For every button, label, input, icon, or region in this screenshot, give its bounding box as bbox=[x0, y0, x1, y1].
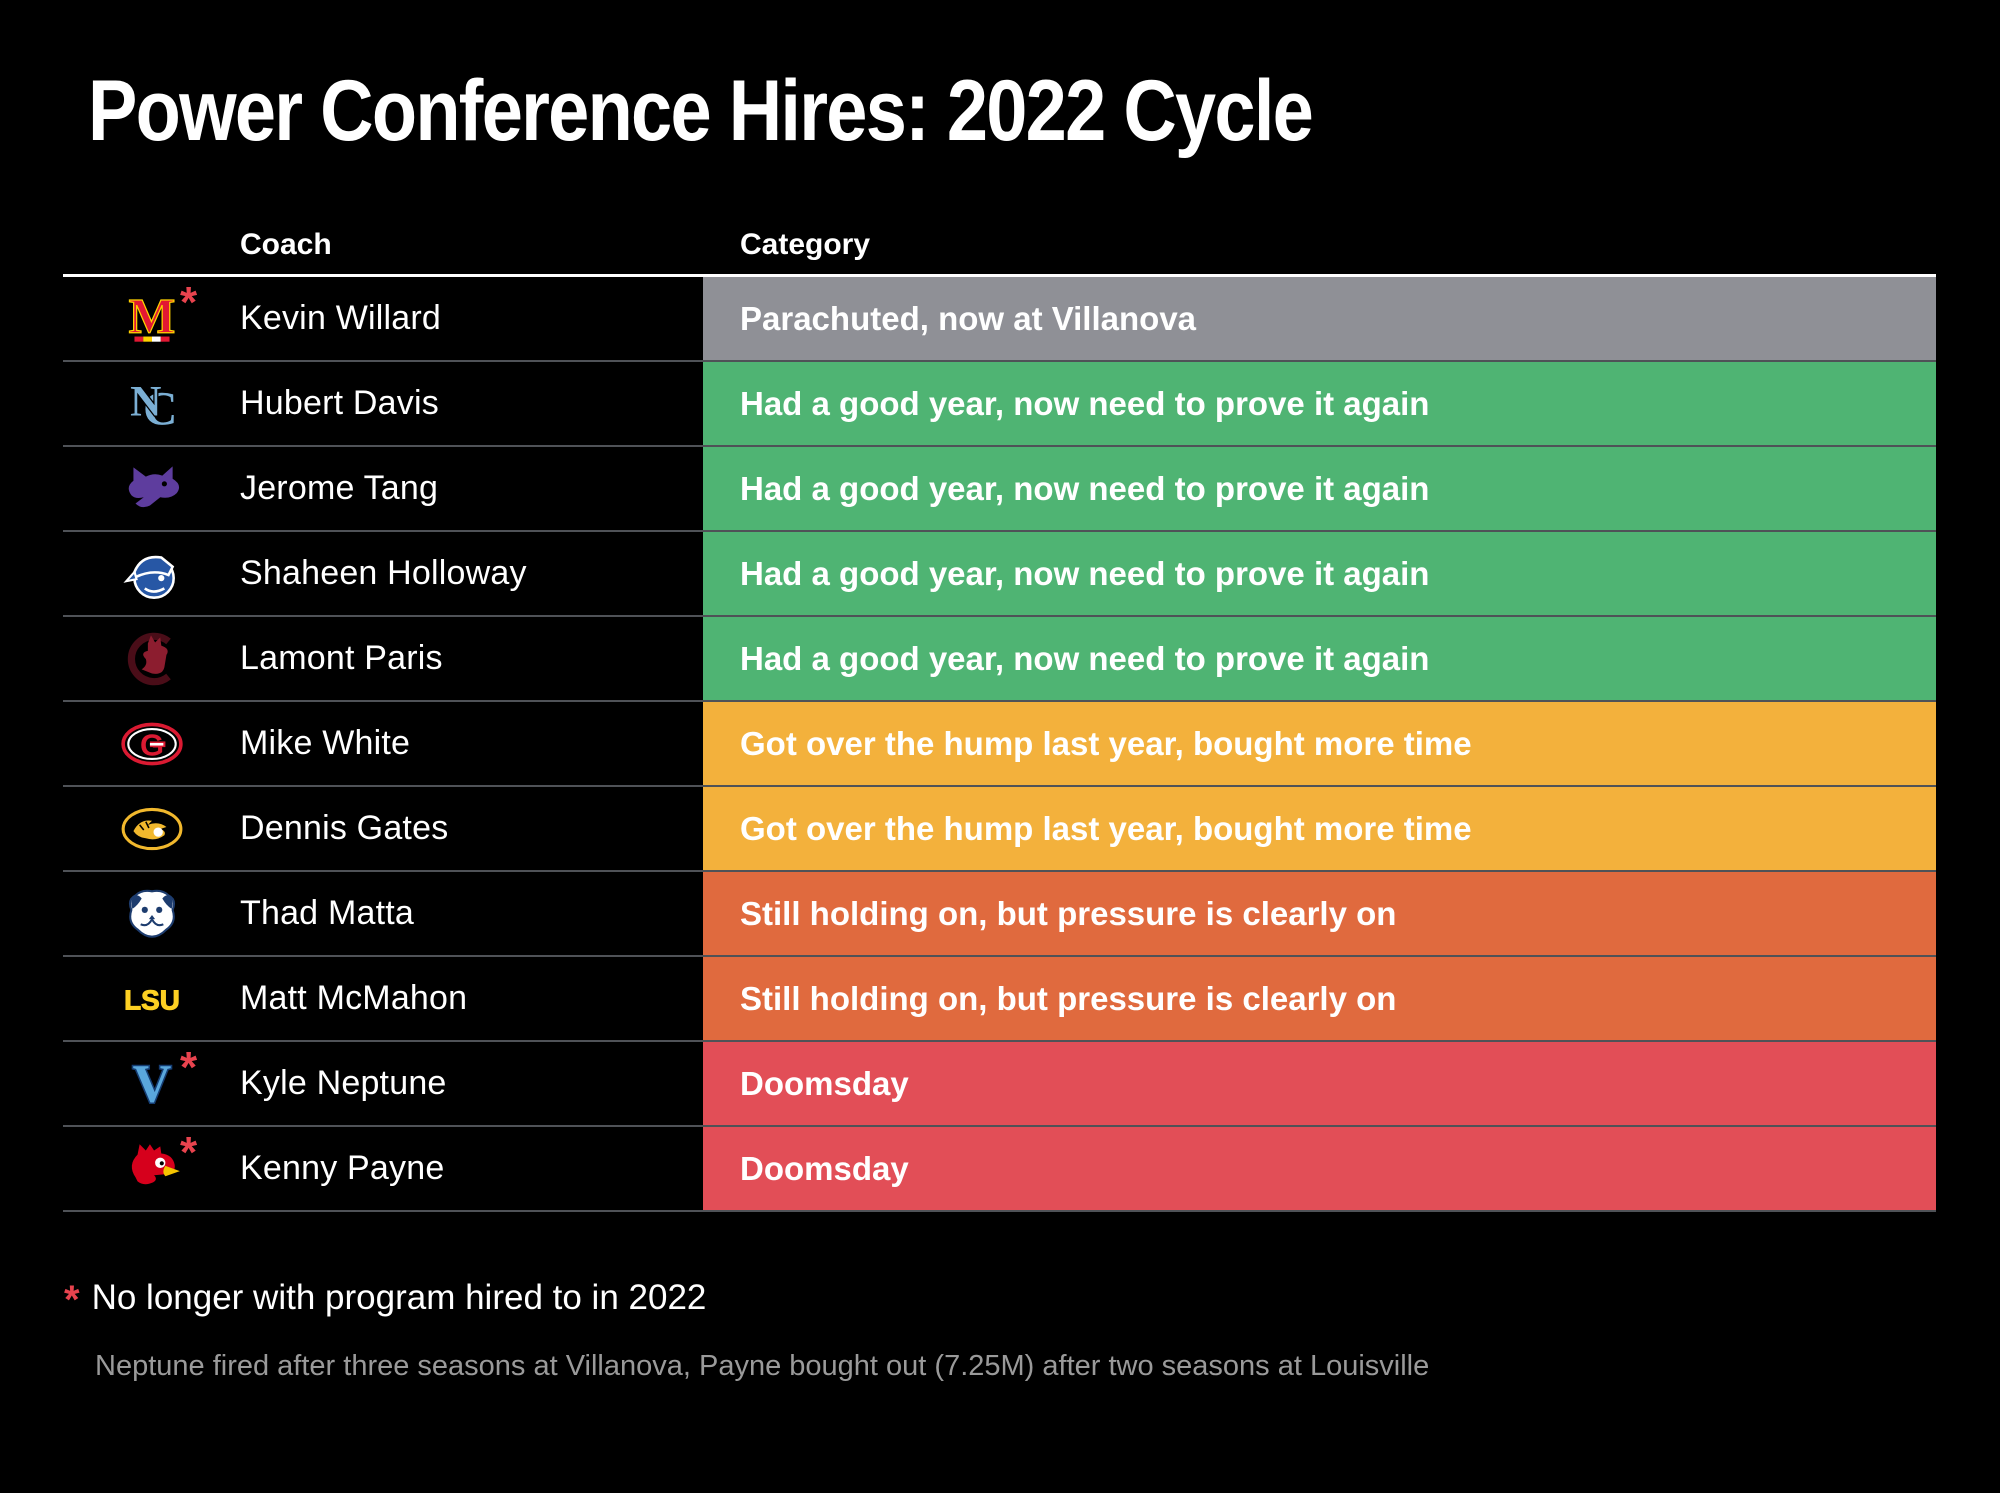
table-row: LSU * Matt McMahon Still holding on, but… bbox=[63, 957, 1936, 1042]
table-row: G * Mike White Got over the hump last ye… bbox=[63, 702, 1936, 787]
column-header-category: Category bbox=[740, 228, 871, 261]
table-row: * Kenny Payne Doomsday bbox=[63, 1127, 1936, 1212]
table-row: * Dennis Gates Got over the hump last ye… bbox=[63, 787, 1936, 872]
footnote-primary: * No longer with program hired to in 202… bbox=[64, 1278, 706, 1322]
category-label: Doomsday bbox=[740, 1064, 909, 1102]
category-cell: Had a good year, now need to prove it ag… bbox=[703, 617, 1936, 700]
table-row: * Thad Matta Still holding on, but press… bbox=[63, 872, 1936, 957]
former-program-asterisk: * bbox=[180, 1128, 198, 1177]
coach-cell: * Dennis Gates bbox=[63, 787, 703, 870]
svg-text:V: V bbox=[133, 1053, 172, 1113]
coach-cell: * Shaheen Holloway bbox=[63, 532, 703, 615]
table-row: * Jerome Tang Had a good year, now need … bbox=[63, 447, 1936, 532]
coach-cell: CN * Hubert Davis bbox=[63, 362, 703, 445]
missouri-logo-icon bbox=[119, 796, 185, 862]
villanova-logo-icon: V bbox=[119, 1051, 185, 1117]
former-program-asterisk: * bbox=[180, 278, 198, 327]
category-label: Doomsday bbox=[740, 1149, 909, 1187]
seton-hall-logo-icon bbox=[119, 541, 185, 607]
coach-cell: * Kenny Payne bbox=[63, 1127, 703, 1210]
coach-name: Thad Matta bbox=[240, 894, 414, 932]
table-body: M * Kevin Willard Parachuted, now at Vil… bbox=[63, 277, 1936, 1212]
butler-logo-icon bbox=[119, 881, 185, 947]
coach-cell: V * Kyle Neptune bbox=[63, 1042, 703, 1125]
category-label: Had a good year, now need to prove it ag… bbox=[740, 469, 1430, 507]
south-carolina-logo-icon bbox=[119, 626, 185, 692]
coach-cell: * Jerome Tang bbox=[63, 447, 703, 530]
coach-name: Kevin Willard bbox=[240, 299, 441, 337]
category-label: Still holding on, but pressure is clearl… bbox=[740, 979, 1397, 1017]
maryland-logo-icon: M bbox=[119, 286, 185, 352]
category-label: Had a good year, now need to prove it ag… bbox=[740, 384, 1430, 422]
table-row: V * Kyle Neptune Doomsday bbox=[63, 1042, 1936, 1127]
hires-table: Coach Category M * Kevin Willard Parachu… bbox=[63, 227, 1936, 1212]
coach-name: Shaheen Holloway bbox=[240, 554, 527, 592]
svg-text:LSU: LSU bbox=[124, 984, 180, 1015]
category-label: Got over the hump last year, bought more… bbox=[740, 809, 1472, 847]
kansas-state-logo-icon bbox=[119, 456, 185, 522]
coach-name: Jerome Tang bbox=[240, 469, 439, 507]
category-label: Had a good year, now need to prove it ag… bbox=[740, 554, 1430, 592]
louisville-logo-icon bbox=[119, 1136, 185, 1202]
table-row: CN * Hubert Davis Had a good year, now n… bbox=[63, 362, 1936, 447]
coach-name: Hubert Davis bbox=[240, 384, 439, 422]
coach-name: Kyle Neptune bbox=[240, 1064, 447, 1102]
footnote-secondary-text: Neptune fired after three seasons at Vil… bbox=[95, 1350, 1430, 1382]
footnote-primary-text: No longer with program hired to in 2022 bbox=[91, 1278, 707, 1317]
category-cell: Doomsday bbox=[703, 1127, 1936, 1210]
category-label: Parachuted, now at Villanova bbox=[740, 299, 1197, 337]
coach-name: Matt McMahon bbox=[240, 979, 468, 1017]
category-label: Got over the hump last year, bought more… bbox=[740, 724, 1472, 762]
category-cell: Doomsday bbox=[703, 1042, 1936, 1125]
table-row: M * Kevin Willard Parachuted, now at Vil… bbox=[63, 277, 1936, 362]
coach-cell: LSU * Matt McMahon bbox=[63, 957, 703, 1040]
category-cell: Got over the hump last year, bought more… bbox=[703, 702, 1936, 785]
coach-name: Lamont Paris bbox=[240, 639, 443, 677]
coach-name: Kenny Payne bbox=[240, 1149, 445, 1187]
category-cell: Had a good year, now need to prove it ag… bbox=[703, 447, 1936, 530]
category-cell: Still holding on, but pressure is clearl… bbox=[703, 872, 1936, 955]
coach-cell: * Thad Matta bbox=[63, 872, 703, 955]
georgia-logo-icon: G bbox=[119, 711, 185, 777]
former-program-asterisk: * bbox=[180, 1043, 198, 1092]
table-row: * Lamont Paris Had a good year, now need… bbox=[63, 617, 1936, 702]
svg-text:M: M bbox=[129, 288, 176, 343]
category-cell: Had a good year, now need to prove it ag… bbox=[703, 362, 1936, 445]
asterisk-marker-icon: * bbox=[64, 1278, 80, 1322]
category-cell: Had a good year, now need to prove it ag… bbox=[703, 532, 1936, 615]
svg-text:C: C bbox=[143, 383, 177, 435]
category-cell: Parachuted, now at Villanova bbox=[703, 277, 1936, 360]
lsu-logo-icon: LSU bbox=[119, 966, 185, 1032]
coach-cell: M * Kevin Willard bbox=[63, 277, 703, 360]
category-cell: Got over the hump last year, bought more… bbox=[703, 787, 1936, 870]
category-cell: Still holding on, but pressure is clearl… bbox=[703, 957, 1936, 1040]
column-header-coach: Coach bbox=[240, 228, 332, 261]
svg-text:N: N bbox=[130, 377, 161, 425]
category-label: Had a good year, now need to prove it ag… bbox=[740, 639, 1430, 677]
page-title: Power Conference Hires: 2022 Cycle bbox=[88, 63, 1314, 159]
table-header-row: Coach Category bbox=[63, 227, 1936, 277]
coach-cell: G * Mike White bbox=[63, 702, 703, 785]
coach-cell: * Lamont Paris bbox=[63, 617, 703, 700]
coach-name: Dennis Gates bbox=[240, 809, 449, 847]
coach-name: Mike White bbox=[240, 724, 411, 762]
table-row: * Shaheen Holloway Had a good year, now … bbox=[63, 532, 1936, 617]
category-label: Still holding on, but pressure is clearl… bbox=[740, 894, 1397, 932]
